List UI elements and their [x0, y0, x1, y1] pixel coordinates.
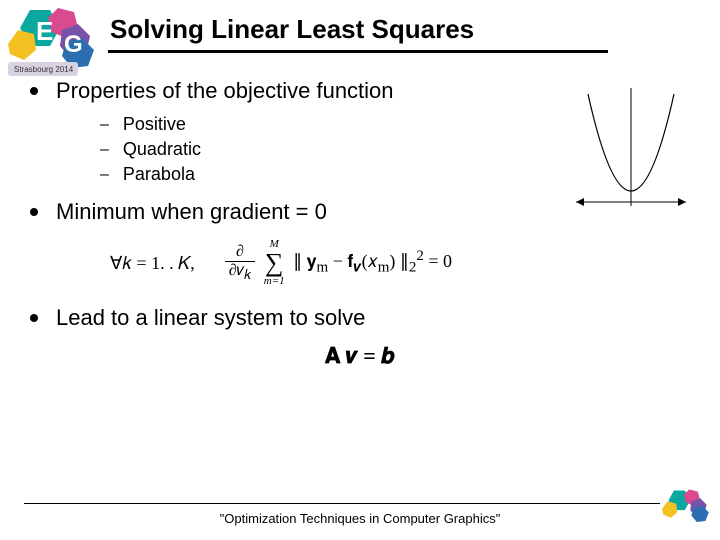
bullet-dot-icon: [30, 314, 38, 322]
summation: M ∑ m=1: [264, 239, 285, 287]
dash-icon: –: [100, 116, 109, 134]
fraction: ∂ ∂𝑣𝑘: [225, 243, 256, 283]
footer-rule: [24, 503, 660, 505]
svg-text:E: E: [36, 16, 53, 46]
bullet-dot-icon: [30, 87, 38, 95]
dash-icon: –: [100, 141, 109, 159]
dash-icon: –: [100, 166, 109, 184]
bullet-text: Minimum when gradient = 0: [56, 199, 327, 225]
footer-text: "Optimization Techniques in Computer Gra…: [0, 511, 720, 526]
logo-top: E G Strasbourg 2014: [8, 8, 100, 85]
sub-text: Parabola: [123, 164, 195, 185]
slide: E G Strasbourg 2014 Solving Linear Least…: [0, 0, 720, 540]
slide-title: Solving Linear Least Squares: [110, 14, 474, 45]
bullet-dot-icon: [30, 208, 38, 216]
sub-text: Quadratic: [123, 139, 201, 160]
logo-bottom: [662, 489, 712, 534]
eg-logo-icon: E G Strasbourg 2014: [8, 8, 100, 80]
sigma-icon: ∑: [264, 250, 285, 276]
bullet-text: Lead to a linear system to solve: [56, 305, 365, 331]
sum-bot: m=1: [264, 276, 285, 287]
formula-main: ∂ ∂𝑣𝑘 M ∑ m=1 ∥ 𝐲m − 𝐟𝒗(𝑥m) ∥22 = 0: [225, 239, 452, 287]
formula-prefix: ∀𝑘 = 1. . 𝐾,: [110, 253, 195, 274]
formula-linear-system: 𝐀 𝒗 = 𝒃: [30, 343, 690, 369]
norm-body: ∥ 𝐲m − 𝐟𝒗(𝑥m) ∥22 = 0: [293, 251, 452, 271]
bullet-linear-system: Lead to a linear system to solve: [30, 305, 690, 331]
svg-text:G: G: [64, 31, 83, 58]
frac-den: ∂𝑣𝑘: [225, 262, 256, 283]
sub-text: Positive: [123, 114, 186, 135]
bullet-text: Properties of the objective function: [56, 78, 394, 104]
eg-logo-small-icon: [662, 489, 712, 529]
frac-num: ∂: [225, 243, 256, 262]
svg-text:Strasbourg 2014: Strasbourg 2014: [14, 65, 74, 74]
formula-gradient: ∀𝑘 = 1. . 𝐾, ∂ ∂𝑣𝑘 M ∑ m=1 ∥ 𝐲m − 𝐟𝒗(𝑥m)…: [110, 239, 690, 287]
title-rule: [108, 50, 608, 53]
parabola-icon: [576, 88, 686, 218]
parabola-graph: [576, 88, 686, 223]
